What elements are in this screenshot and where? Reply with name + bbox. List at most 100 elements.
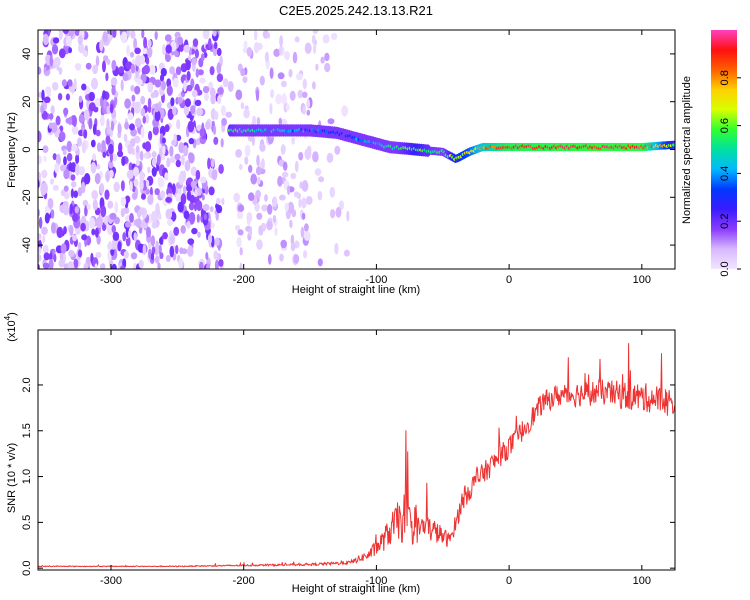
spectrogram-noise-cell bbox=[77, 34, 83, 46]
spectrogram-noise-cell bbox=[92, 64, 98, 75]
spectrogram-noise-cell bbox=[55, 115, 61, 126]
spectrogram-noise-cell bbox=[242, 76, 248, 83]
spectrogram-noise-cell bbox=[69, 30, 75, 38]
spectrogram-noise-cell bbox=[91, 228, 96, 236]
snr-y-tick-label: 1.0 bbox=[21, 469, 33, 484]
spectrogram-noise-cell bbox=[346, 210, 350, 222]
spectrogram-noise-cell bbox=[174, 153, 181, 161]
spectrogram-noise-cell bbox=[88, 91, 96, 102]
spectrogram-noise-cell bbox=[112, 153, 118, 162]
spectrogram-noise-cell bbox=[187, 120, 195, 133]
spectrogram-noise-cell bbox=[145, 56, 150, 65]
colorbar-tick-label: 0.8 bbox=[719, 70, 731, 85]
chart-title: C2E5.2025.242.13.13.R21 bbox=[279, 3, 433, 18]
spectrogram-noise-cell bbox=[216, 204, 223, 214]
spectrogram-noise-cell bbox=[107, 242, 113, 251]
spectrogram-noise-cell bbox=[126, 45, 130, 56]
spectrogram-noise-cell bbox=[248, 164, 253, 173]
spectrogram-noise-cell bbox=[248, 192, 255, 202]
spectrogram-noise-cell bbox=[95, 129, 101, 137]
spectrogram-noise-cell bbox=[131, 192, 138, 200]
spectrogram-noise-cell bbox=[255, 166, 262, 176]
spectrogram-noise-cell bbox=[96, 216, 103, 228]
spectrogram-noise-cell bbox=[147, 39, 152, 48]
spectrogram-noise-cell bbox=[103, 98, 107, 110]
spectrogram-noise-cell bbox=[104, 189, 110, 200]
spectrogram-noise-cell bbox=[102, 90, 106, 101]
spectrogram-noise-cell bbox=[111, 59, 117, 71]
spectrogram-noise-cell bbox=[42, 262, 50, 269]
spectrogram-noise-cell bbox=[117, 150, 124, 158]
spectrogram-noise-cell bbox=[101, 140, 106, 150]
spectrogram-noise-cell bbox=[287, 185, 290, 196]
spectrogram-noise-cell bbox=[131, 101, 137, 109]
spectrogram-noise-cell bbox=[182, 170, 186, 182]
spectrogram-noise-cell bbox=[75, 163, 80, 176]
spectrogram-noise-cell bbox=[144, 141, 152, 152]
spectrogram-noise-cell bbox=[42, 145, 49, 153]
spectrogram-noise-cell bbox=[165, 196, 173, 203]
spectrogram-noise-cell bbox=[304, 42, 312, 54]
spectrogram-noise-cell bbox=[120, 196, 127, 207]
spectrogram-noise-cell bbox=[255, 89, 260, 102]
spectrogram-noise-cell bbox=[65, 117, 72, 124]
spectrogram-noise-cell bbox=[199, 261, 204, 269]
spectrogram-noise-cell bbox=[71, 125, 79, 135]
spectrogram-noise-cell bbox=[334, 242, 339, 255]
spectrogram-signal-layer bbox=[227, 124, 675, 163]
spectrogram-noise-cell bbox=[177, 97, 183, 104]
spectrogram-noise-cell bbox=[82, 199, 89, 207]
spectrogram-noise-cell bbox=[269, 103, 273, 115]
spectrogram-noise-cell bbox=[282, 161, 288, 171]
spectrogram-noise-cell bbox=[47, 198, 54, 209]
spectrogram-noise-cell bbox=[110, 120, 115, 131]
spectrogram-noise-cell bbox=[135, 117, 142, 128]
spectrogram-noise-cell bbox=[284, 51, 290, 61]
spectrogram-noise-cell bbox=[59, 164, 67, 171]
spectrogram-noise-cell bbox=[52, 37, 60, 44]
spectrogram-noise-cell bbox=[107, 127, 111, 135]
spectrogram-noise-cell bbox=[40, 183, 47, 196]
spectrogram-noise-cell bbox=[112, 30, 117, 38]
spectrogram-noise-cell bbox=[190, 105, 196, 115]
spectrogram-noise-cell bbox=[196, 213, 200, 223]
spectrogram-noise-cell bbox=[50, 178, 54, 185]
spectrogram-noise-cell bbox=[181, 154, 185, 166]
spectrogram-noise-cell bbox=[69, 225, 74, 237]
spectrogram-noise-cell bbox=[88, 102, 96, 112]
spectrogram-noise-cell bbox=[166, 85, 173, 96]
spectrogram-y-tick-label: 20 bbox=[21, 96, 33, 108]
spectrogram-noise-cell bbox=[293, 254, 300, 264]
spectrogram-noise-cell bbox=[264, 51, 269, 63]
spectrogram-noise-cell bbox=[38, 216, 43, 229]
spectrogram-noise-cell bbox=[122, 232, 127, 242]
spectrogram-noise-cell bbox=[175, 159, 181, 168]
spectrogram-noise-cell bbox=[161, 80, 166, 91]
spectrogram-y-ticks: -40 -20 0 20 40 bbox=[21, 48, 675, 253]
spectrogram-noise-cell bbox=[239, 247, 243, 256]
spectrogram-noise-cell bbox=[293, 191, 300, 198]
spectrogram-noise-cell bbox=[298, 151, 304, 161]
spectrogram-noise-cell bbox=[202, 30, 210, 40]
spectrogram-noise-cell bbox=[252, 115, 257, 126]
spectrogram-noise-cell bbox=[160, 154, 166, 161]
spectrogram-noise-cell bbox=[38, 155, 42, 165]
spectrogram-noise-cell bbox=[202, 86, 210, 94]
spectrogram-noise-cell bbox=[184, 98, 191, 108]
spectrogram-noise-cell bbox=[137, 243, 145, 253]
spectrogram-noise-cell bbox=[253, 42, 260, 54]
spectrogram-noise-cell bbox=[100, 263, 106, 269]
snr-y-scale-exponent: 4 bbox=[3, 315, 12, 320]
spectrogram-noise-cell bbox=[169, 145, 174, 157]
spectrogram-noise-cell bbox=[329, 186, 335, 198]
spectrogram-noise-cell bbox=[205, 120, 211, 130]
spectrogram-noise-cell bbox=[130, 63, 136, 74]
spectrogram-noise-cell bbox=[301, 212, 306, 220]
spectrogram-noise-cell bbox=[285, 103, 290, 111]
spectrogram-noise-cell bbox=[55, 153, 61, 166]
spectrogram-noise-cell bbox=[284, 202, 289, 212]
spectrogram-noise-cell bbox=[288, 68, 293, 78]
spectrogram-noise-cell bbox=[175, 66, 182, 76]
spectrogram-noise-cell bbox=[183, 80, 187, 92]
